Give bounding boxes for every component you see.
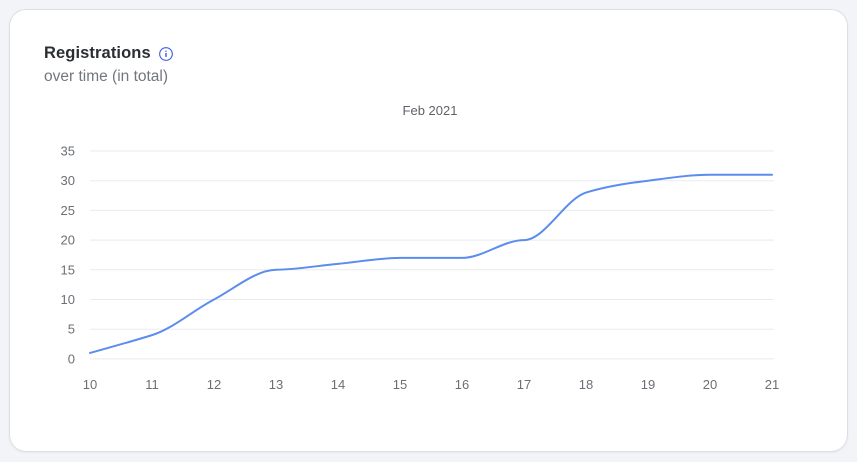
svg-text:16: 16: [455, 377, 469, 392]
svg-text:15: 15: [61, 262, 75, 277]
svg-text:35: 35: [61, 144, 75, 159]
svg-text:12: 12: [207, 377, 221, 392]
svg-text:30: 30: [61, 173, 75, 188]
svg-text:15: 15: [393, 377, 407, 392]
svg-text:20: 20: [61, 233, 75, 248]
svg-text:25: 25: [61, 203, 75, 218]
svg-text:14: 14: [331, 377, 345, 392]
svg-text:10: 10: [61, 292, 75, 307]
svg-text:20: 20: [703, 377, 717, 392]
svg-text:18: 18: [579, 377, 593, 392]
svg-text:10: 10: [83, 377, 97, 392]
svg-text:17: 17: [517, 377, 531, 392]
svg-text:5: 5: [68, 322, 75, 337]
svg-text:Feb 2021: Feb 2021: [403, 103, 458, 118]
svg-text:0: 0: [68, 351, 75, 366]
svg-text:13: 13: [269, 377, 283, 392]
svg-text:21: 21: [765, 377, 779, 392]
svg-text:19: 19: [641, 377, 655, 392]
svg-text:11: 11: [145, 377, 159, 392]
